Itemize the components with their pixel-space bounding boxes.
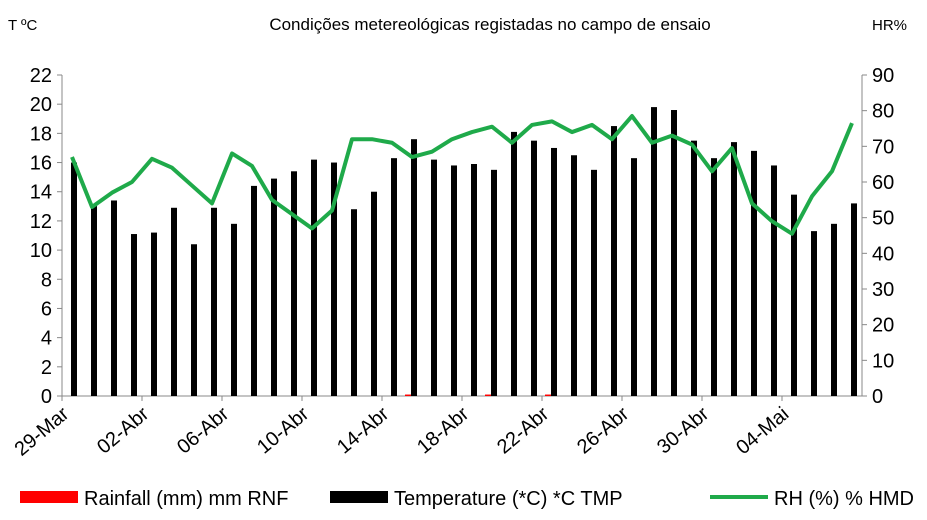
y-tick-label: 12 — [30, 211, 52, 233]
legend-swatch — [20, 491, 78, 503]
bar — [631, 158, 637, 396]
bar — [531, 140, 537, 396]
y-tick-label: 14 — [30, 182, 52, 204]
bar — [411, 139, 417, 396]
y2-tick-label: 60 — [872, 172, 894, 194]
bar — [711, 158, 717, 396]
bar — [171, 207, 177, 396]
y-tick-label: 2 — [41, 357, 52, 379]
bar — [451, 165, 457, 396]
bar — [691, 140, 697, 396]
bar — [405, 394, 411, 396]
legend-label: Rainfall (mm) mm RNF — [84, 488, 288, 510]
bar — [351, 209, 357, 396]
y2-tick-label: 30 — [872, 279, 894, 301]
legend-label: RH (%) % HMD — [774, 488, 914, 510]
y-tick-label: 4 — [41, 328, 52, 350]
y-tick-label: 6 — [41, 298, 52, 320]
legend-swatch — [330, 491, 388, 503]
y2-tick-label: 20 — [872, 315, 894, 337]
bar — [231, 223, 237, 396]
x-tick-label: 14-Abr — [333, 403, 393, 459]
bar — [111, 200, 117, 396]
bar — [371, 191, 377, 396]
chart-title: Condições metereológicas registadas no c… — [269, 15, 710, 34]
y2-axis-label: HR% — [872, 17, 907, 34]
bar — [71, 162, 77, 396]
x-tick-label: 29-Mar — [11, 403, 74, 461]
bar — [471, 164, 477, 396]
bar — [771, 165, 777, 396]
x-tick-label: 22-Abr — [493, 403, 553, 459]
bar — [151, 232, 157, 396]
bar — [671, 110, 677, 396]
bar — [611, 126, 617, 397]
bar — [651, 107, 657, 396]
bar — [491, 169, 497, 396]
bar — [431, 159, 437, 396]
bar — [831, 223, 837, 396]
bar — [811, 231, 817, 396]
bar — [91, 204, 97, 396]
y2-tick-label: 80 — [872, 101, 894, 123]
x-tick-label: 10-Abr — [253, 403, 313, 459]
bar — [571, 155, 577, 396]
y-tick-label: 0 — [41, 386, 52, 408]
x-tick-label: 06-Abr — [173, 403, 233, 459]
bar — [751, 150, 757, 396]
bar — [191, 244, 197, 396]
y-tick-label: 18 — [30, 123, 52, 145]
y2-tick-label: 70 — [872, 136, 894, 158]
y2-tick-label: 40 — [872, 243, 894, 265]
bar — [271, 178, 277, 396]
y2-tick-label: 10 — [872, 350, 894, 372]
y2-tick-label: 50 — [872, 208, 894, 230]
x-tick-label: 18-Abr — [413, 403, 473, 459]
bar — [291, 171, 297, 396]
bar — [551, 147, 557, 396]
y-tick-label: 22 — [30, 65, 52, 87]
y-axis-label: T ºC — [8, 17, 38, 34]
y2-tick-label: 0 — [872, 386, 883, 408]
bar — [545, 394, 551, 396]
bar — [211, 207, 217, 396]
x-tick-label: 30-Abr — [653, 403, 713, 459]
x-tick-label: 02-Abr — [93, 403, 153, 459]
y-tick-label: 16 — [30, 153, 52, 175]
bar — [391, 158, 397, 396]
line — [70, 114, 854, 236]
bar — [791, 194, 797, 396]
legend-label: Temperature (*C) *C TMP — [394, 488, 623, 510]
x-tick-label: 26-Abr — [573, 403, 633, 459]
bar — [331, 162, 337, 396]
bar — [251, 185, 257, 396]
y-tick-label: 20 — [30, 94, 52, 116]
bar — [311, 159, 317, 396]
y-tick-label: 8 — [41, 269, 52, 291]
bar — [591, 169, 597, 396]
bar — [731, 142, 737, 396]
bar — [131, 234, 137, 396]
bar — [511, 131, 517, 396]
bar — [485, 394, 491, 396]
y2-tick-label: 90 — [872, 65, 894, 87]
x-tick-label: 04-Mai — [732, 403, 793, 459]
y-tick-label: 10 — [30, 240, 52, 262]
bar — [851, 203, 857, 396]
